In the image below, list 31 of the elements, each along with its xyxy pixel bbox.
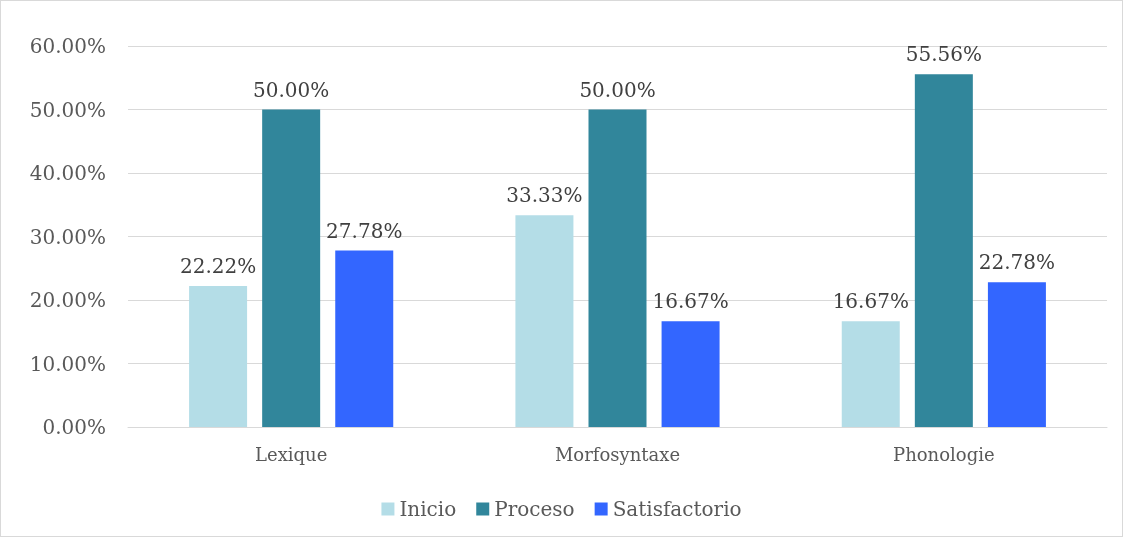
bar [189, 285, 248, 427]
y-tick-label: 60.00% [29, 34, 106, 58]
data-label: 16.67% [832, 289, 909, 314]
y-tick-label: 50.00% [29, 97, 106, 122]
y-tick-label: 0.00% [42, 415, 106, 439]
data-label: 22.22% [179, 253, 257, 278]
y-tick-label: 20.00% [29, 288, 106, 312]
bar [914, 74, 973, 427]
bar [335, 250, 394, 427]
y-tick-label: 40.00% [29, 161, 106, 185]
bar [262, 109, 321, 427]
legend-label: Inicio [399, 497, 457, 521]
bar [841, 321, 900, 427]
bar [661, 321, 720, 427]
bar [588, 109, 647, 427]
bar [515, 215, 574, 427]
data-label: 50.00% [253, 77, 330, 102]
data-label: 22.78% [978, 250, 1056, 275]
data-label: 33.33% [506, 183, 583, 208]
y-tick-label: 30.00% [29, 224, 106, 249]
x-tick-label: Morfosyntaxe [554, 443, 681, 465]
legend-label: Satisfactorio [612, 497, 742, 521]
data-label: 55.56% [905, 42, 982, 67]
x-tick-label: Phonologie [893, 443, 995, 465]
data-label: 27.78% [326, 218, 403, 243]
x-tick-label: Lexique [255, 443, 328, 465]
bar [987, 282, 1046, 427]
data-label: 16.67% [652, 289, 729, 314]
y-tick-label: 10.00% [29, 351, 106, 376]
legend-label: Proceso [494, 497, 575, 521]
data-label: 50.00% [579, 77, 656, 102]
